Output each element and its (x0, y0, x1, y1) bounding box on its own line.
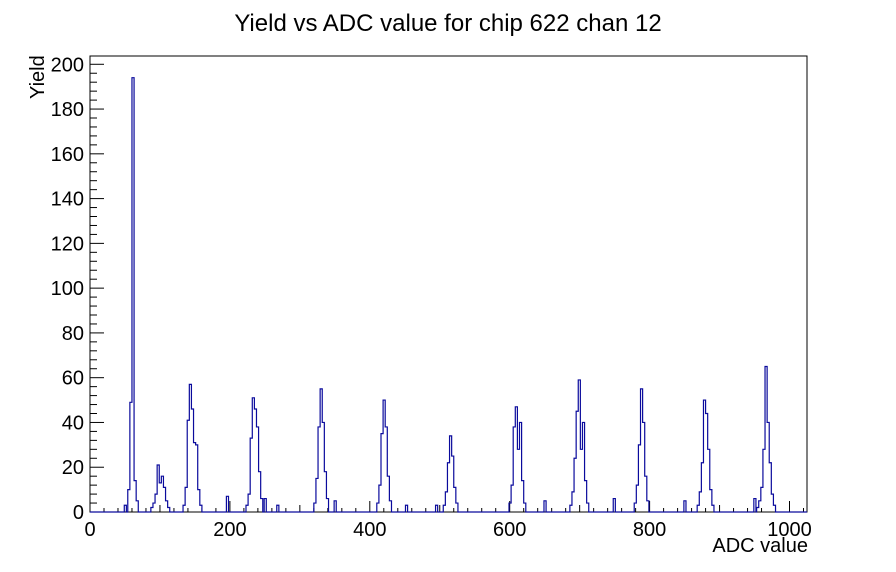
axis-frame (89, 55, 808, 513)
y-tick-label: 160 (51, 144, 84, 166)
plot-frame-group: 0 20 40 60 80 100 120 140 160 180 200 0 200 400 600 800… (51, 54, 812, 541)
x-tick-label: 400 (353, 519, 386, 541)
x-axis-title: ADC value (712, 535, 808, 557)
y-tick-label: 60 (62, 368, 84, 390)
y-tick-label: 180 (51, 99, 84, 121)
x-tick-label: 0 (84, 519, 95, 541)
y-tick-label: 140 (51, 189, 84, 211)
y-tick-label: 120 (51, 233, 84, 255)
y-axis-title: Yield (27, 55, 49, 99)
y-tick-label: 200 (51, 54, 84, 76)
x-tick-label: 600 (493, 519, 526, 541)
y-tick-label: 40 (62, 412, 84, 434)
x-tick-label: 1000 (767, 519, 812, 541)
histogram-line (90, 77, 807, 513)
y-tick-label: 80 (62, 323, 84, 345)
x-tick-label: 200 (213, 519, 246, 541)
chart-title: Yield vs ADC value for chip 622 chan 12 (234, 10, 661, 37)
y-tick-label: 100 (51, 278, 84, 300)
x-tick-label: 800 (633, 519, 666, 541)
y-tick-label: 0 (73, 502, 84, 524)
y-tick-label: 20 (62, 457, 84, 479)
